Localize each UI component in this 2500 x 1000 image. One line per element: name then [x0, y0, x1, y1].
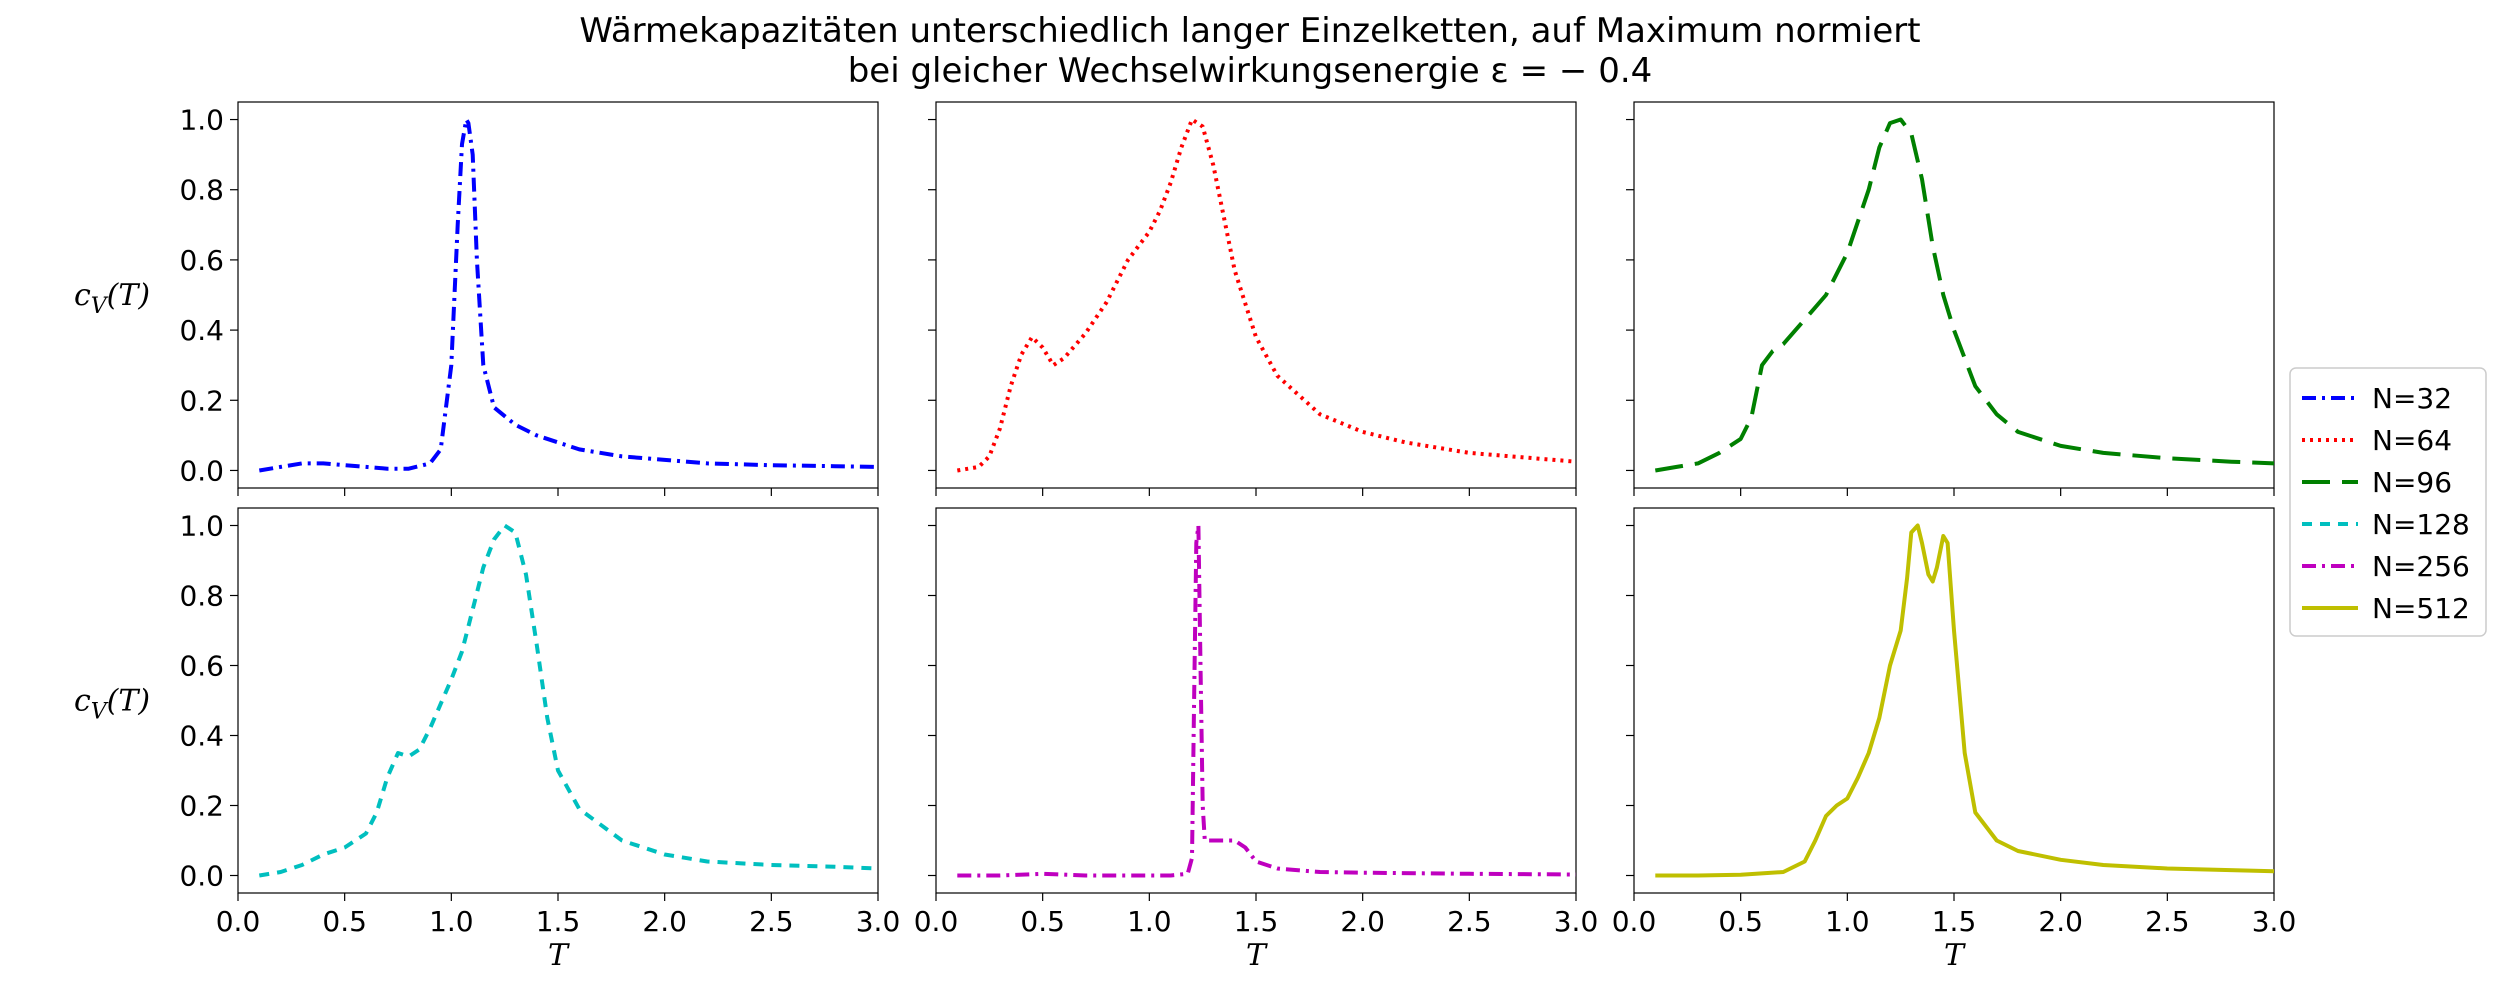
- legend-item: N=64: [2302, 424, 2452, 457]
- figure-title-line1: Wärmekapazitäten unterschiedlich langer …: [579, 11, 1920, 51]
- subplot-bottom-left: 0.0 0.2 0.4 0.6 0.8 1.0 0.0 0.5 1.0 1.5 2.0 2.5 3.0 T…: [74, 507, 901, 973]
- subplot-top-middle: [928, 101, 1577, 496]
- x-tick-label: 1.5: [536, 905, 581, 938]
- y-tick-label: 0.4: [179, 314, 224, 347]
- x-tick-label: 0.5: [1020, 905, 1065, 938]
- x-tick-label: 3.0: [856, 905, 901, 938]
- x-tick-label: 2.0: [1340, 905, 1385, 938]
- legend-item: N=256: [2302, 550, 2470, 583]
- series-line-n-64: [956, 117, 1577, 473]
- y-tick-label: 0.0: [179, 860, 224, 893]
- x-tick-label: 2.0: [642, 905, 687, 938]
- y-tick-label: 0.6: [179, 650, 224, 683]
- legend-label: N=64: [2372, 424, 2452, 457]
- x-tick-label: 1.0: [1127, 905, 1172, 938]
- x-tick-label: 2.5: [2145, 905, 2190, 938]
- series-line-n-32: [258, 117, 879, 473]
- legend-label: N=96: [2372, 466, 2452, 499]
- x-tick-label: 3.0: [2252, 905, 2297, 938]
- legend-label: N=256: [2372, 550, 2470, 583]
- subplot-bottom-right: 0.0 0.5 1.0 1.5 2.0 2.5 3.0 T: [1612, 507, 2297, 973]
- x-axis-label: T: [1246, 938, 1268, 973]
- x-tick-label: 0.0: [1612, 905, 1657, 938]
- series-line-n-96: [1654, 117, 2275, 473]
- subplot-top-left: 0.0 0.2 0.4 0.6 0.8 1.0 cV(T): [74, 101, 879, 496]
- legend-label: N=128: [2372, 508, 2470, 541]
- y-tick-label: 0.0: [179, 454, 224, 487]
- x-tick-label: 0.5: [1718, 905, 1763, 938]
- y-tick-label: 0.4: [179, 720, 224, 753]
- x-tick-label: 2.5: [1447, 905, 1492, 938]
- subplot-grid: 0.0 0.2 0.4 0.6 0.8 1.0 cV(T) 0.0 0.2 0.4 0.6 0.8 1.…: [74, 101, 2297, 973]
- y-tick-label: 0.2: [179, 790, 224, 823]
- legend-label: N=32: [2372, 382, 2452, 415]
- legend-item: N=512: [2302, 592, 2470, 625]
- x-tick-label: 0.5: [322, 905, 367, 938]
- figure-title-line2: bei gleicher Wechselwirkungsenergie ε = …: [848, 51, 1653, 91]
- legend-item: N=32: [2302, 382, 2452, 415]
- legend-box: [2289, 367, 2487, 637]
- x-tick-label: 1.5: [1234, 905, 1279, 938]
- x-tick-label: 0.0: [216, 905, 261, 938]
- x-tick-label: 2.5: [749, 905, 794, 938]
- x-tick-label: 3.0: [1554, 905, 1599, 938]
- y-tick-label: 0.6: [179, 244, 224, 277]
- x-tick-label: 0.0: [914, 905, 959, 938]
- series-line-n-256: [957, 523, 1577, 878]
- series-line-n-512: [1655, 523, 2275, 878]
- x-tick-label: 1.0: [429, 905, 474, 938]
- y-tick-label: 0.2: [179, 384, 224, 417]
- legend-item: N=128: [2302, 508, 2470, 541]
- legend: N=32 N=64 N=96 N=128 N=256 N=512: [2289, 367, 2487, 637]
- series-line-n-128: [258, 523, 879, 878]
- x-tick-label: 2.0: [2038, 905, 2083, 938]
- subplot-top-right: [1626, 101, 2275, 496]
- y-tick-label: 0.8: [179, 580, 224, 613]
- legend-item: N=96: [2302, 466, 2452, 499]
- x-tick-label: 1.0: [1825, 905, 1870, 938]
- y-tick-label: 1.0: [179, 510, 224, 543]
- subplot-bottom-middle: 0.0 0.5 1.0 1.5 2.0 2.5 3.0 T: [914, 507, 1599, 973]
- y-axis-label: cV(T): [74, 278, 150, 319]
- legend-label: N=512: [2372, 592, 2470, 625]
- y-axis-label: cV(T): [74, 684, 150, 725]
- x-axis-label: T: [1944, 938, 1966, 973]
- x-tick-label: 1.5: [1932, 905, 1977, 938]
- x-axis-label: T: [548, 938, 570, 973]
- y-tick-label: 1.0: [179, 104, 224, 137]
- y-tick-label: 0.8: [179, 174, 224, 207]
